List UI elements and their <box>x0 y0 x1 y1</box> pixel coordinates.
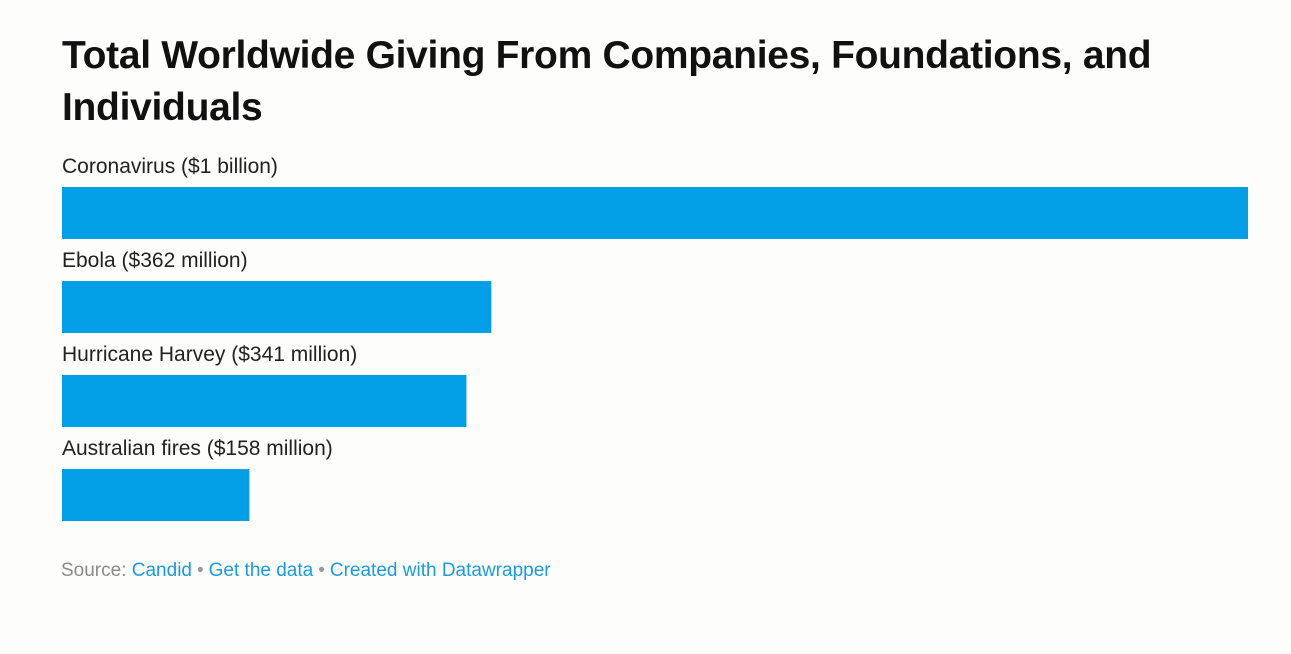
bar <box>62 187 1248 239</box>
bar <box>62 375 467 427</box>
bar-label: Ebola ($362 million) <box>62 249 248 272</box>
footer-separator: • <box>318 560 325 581</box>
source-label: Source: <box>61 560 127 581</box>
chart-footer: Source: Candid • Get the data • Created with… <box>61 559 551 583</box>
bar-label: Australian fires ($158 million) <box>62 437 333 460</box>
bar-label: Hurricane Harvey ($341 million) <box>62 343 357 366</box>
bar <box>62 469 250 521</box>
footer-separator: • <box>196 560 204 581</box>
bar <box>62 281 492 333</box>
datawrapper-credit-link[interactable]: Created with Datawrapper <box>329 560 551 581</box>
source-link[interactable]: Candid <box>131 560 192 581</box>
chart-title: Total Worldwide Giving From Companies, F… <box>62 34 1152 129</box>
get-the-data-link[interactable]: Get the data <box>208 560 314 581</box>
bar-label: Coronavirus ($1 billion) <box>62 155 278 178</box>
